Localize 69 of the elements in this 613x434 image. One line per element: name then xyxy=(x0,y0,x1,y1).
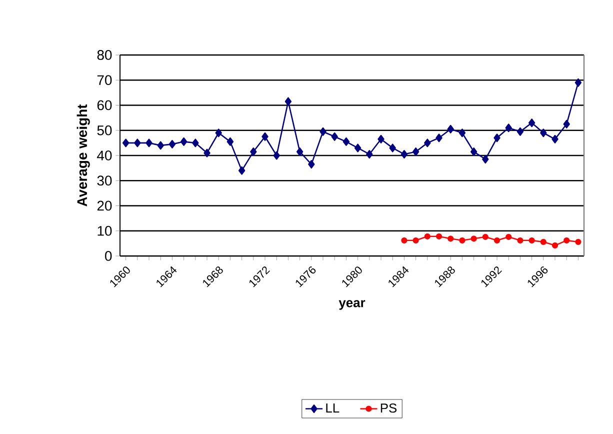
point xyxy=(424,233,430,240)
y-tick-label: 80 xyxy=(97,50,112,60)
y-axis-title: Average weight xyxy=(76,104,90,206)
y-tick-label: 40 xyxy=(97,150,112,160)
point xyxy=(563,120,570,128)
point xyxy=(564,237,570,244)
point xyxy=(168,140,176,148)
point xyxy=(400,150,408,158)
point xyxy=(470,236,477,242)
point xyxy=(540,128,547,138)
point xyxy=(308,160,315,169)
legend-label: PS xyxy=(380,403,397,413)
legend-label: LL xyxy=(326,404,340,412)
point xyxy=(284,97,292,106)
point xyxy=(215,128,222,138)
point xyxy=(157,141,164,150)
point xyxy=(575,238,582,245)
y-tick-label: 30 xyxy=(97,176,112,186)
point xyxy=(574,78,582,87)
point xyxy=(262,132,268,141)
point xyxy=(516,127,524,136)
point xyxy=(320,127,326,136)
y-tick-label: 60 xyxy=(97,100,112,110)
point xyxy=(226,137,234,146)
point xyxy=(134,138,141,148)
point xyxy=(506,234,512,240)
point xyxy=(331,132,338,141)
point xyxy=(436,134,442,142)
point xyxy=(470,147,478,156)
point xyxy=(552,242,558,248)
point xyxy=(354,144,362,152)
point xyxy=(204,148,210,158)
point xyxy=(250,147,257,156)
point xyxy=(238,166,246,175)
y-tick-label: 70 xyxy=(97,75,112,86)
point xyxy=(482,155,489,164)
point xyxy=(482,234,488,240)
point xyxy=(296,147,304,156)
point xyxy=(494,237,500,244)
y-tick-label: 10 xyxy=(98,226,112,236)
point xyxy=(146,138,152,148)
point xyxy=(424,138,431,148)
point xyxy=(448,236,454,242)
point xyxy=(458,128,466,138)
point xyxy=(436,233,442,240)
point xyxy=(528,118,536,128)
point xyxy=(401,237,408,244)
point xyxy=(552,134,558,144)
point xyxy=(122,138,130,148)
x-axis-title: year xyxy=(338,300,366,310)
point xyxy=(528,237,535,244)
point xyxy=(192,138,199,148)
y-tick-label: 0 xyxy=(105,251,112,261)
y-tick-label: 20 xyxy=(97,200,112,211)
point xyxy=(505,124,512,132)
point xyxy=(459,237,466,244)
point xyxy=(517,237,524,244)
point xyxy=(412,147,420,156)
y-tick-label: 50 xyxy=(97,125,112,136)
point xyxy=(540,238,546,245)
point xyxy=(447,124,454,134)
point xyxy=(180,137,188,146)
point xyxy=(378,134,384,144)
point xyxy=(389,144,396,152)
point xyxy=(412,237,419,244)
point xyxy=(342,137,350,146)
point xyxy=(366,150,373,158)
point xyxy=(494,134,500,142)
point xyxy=(273,151,280,160)
